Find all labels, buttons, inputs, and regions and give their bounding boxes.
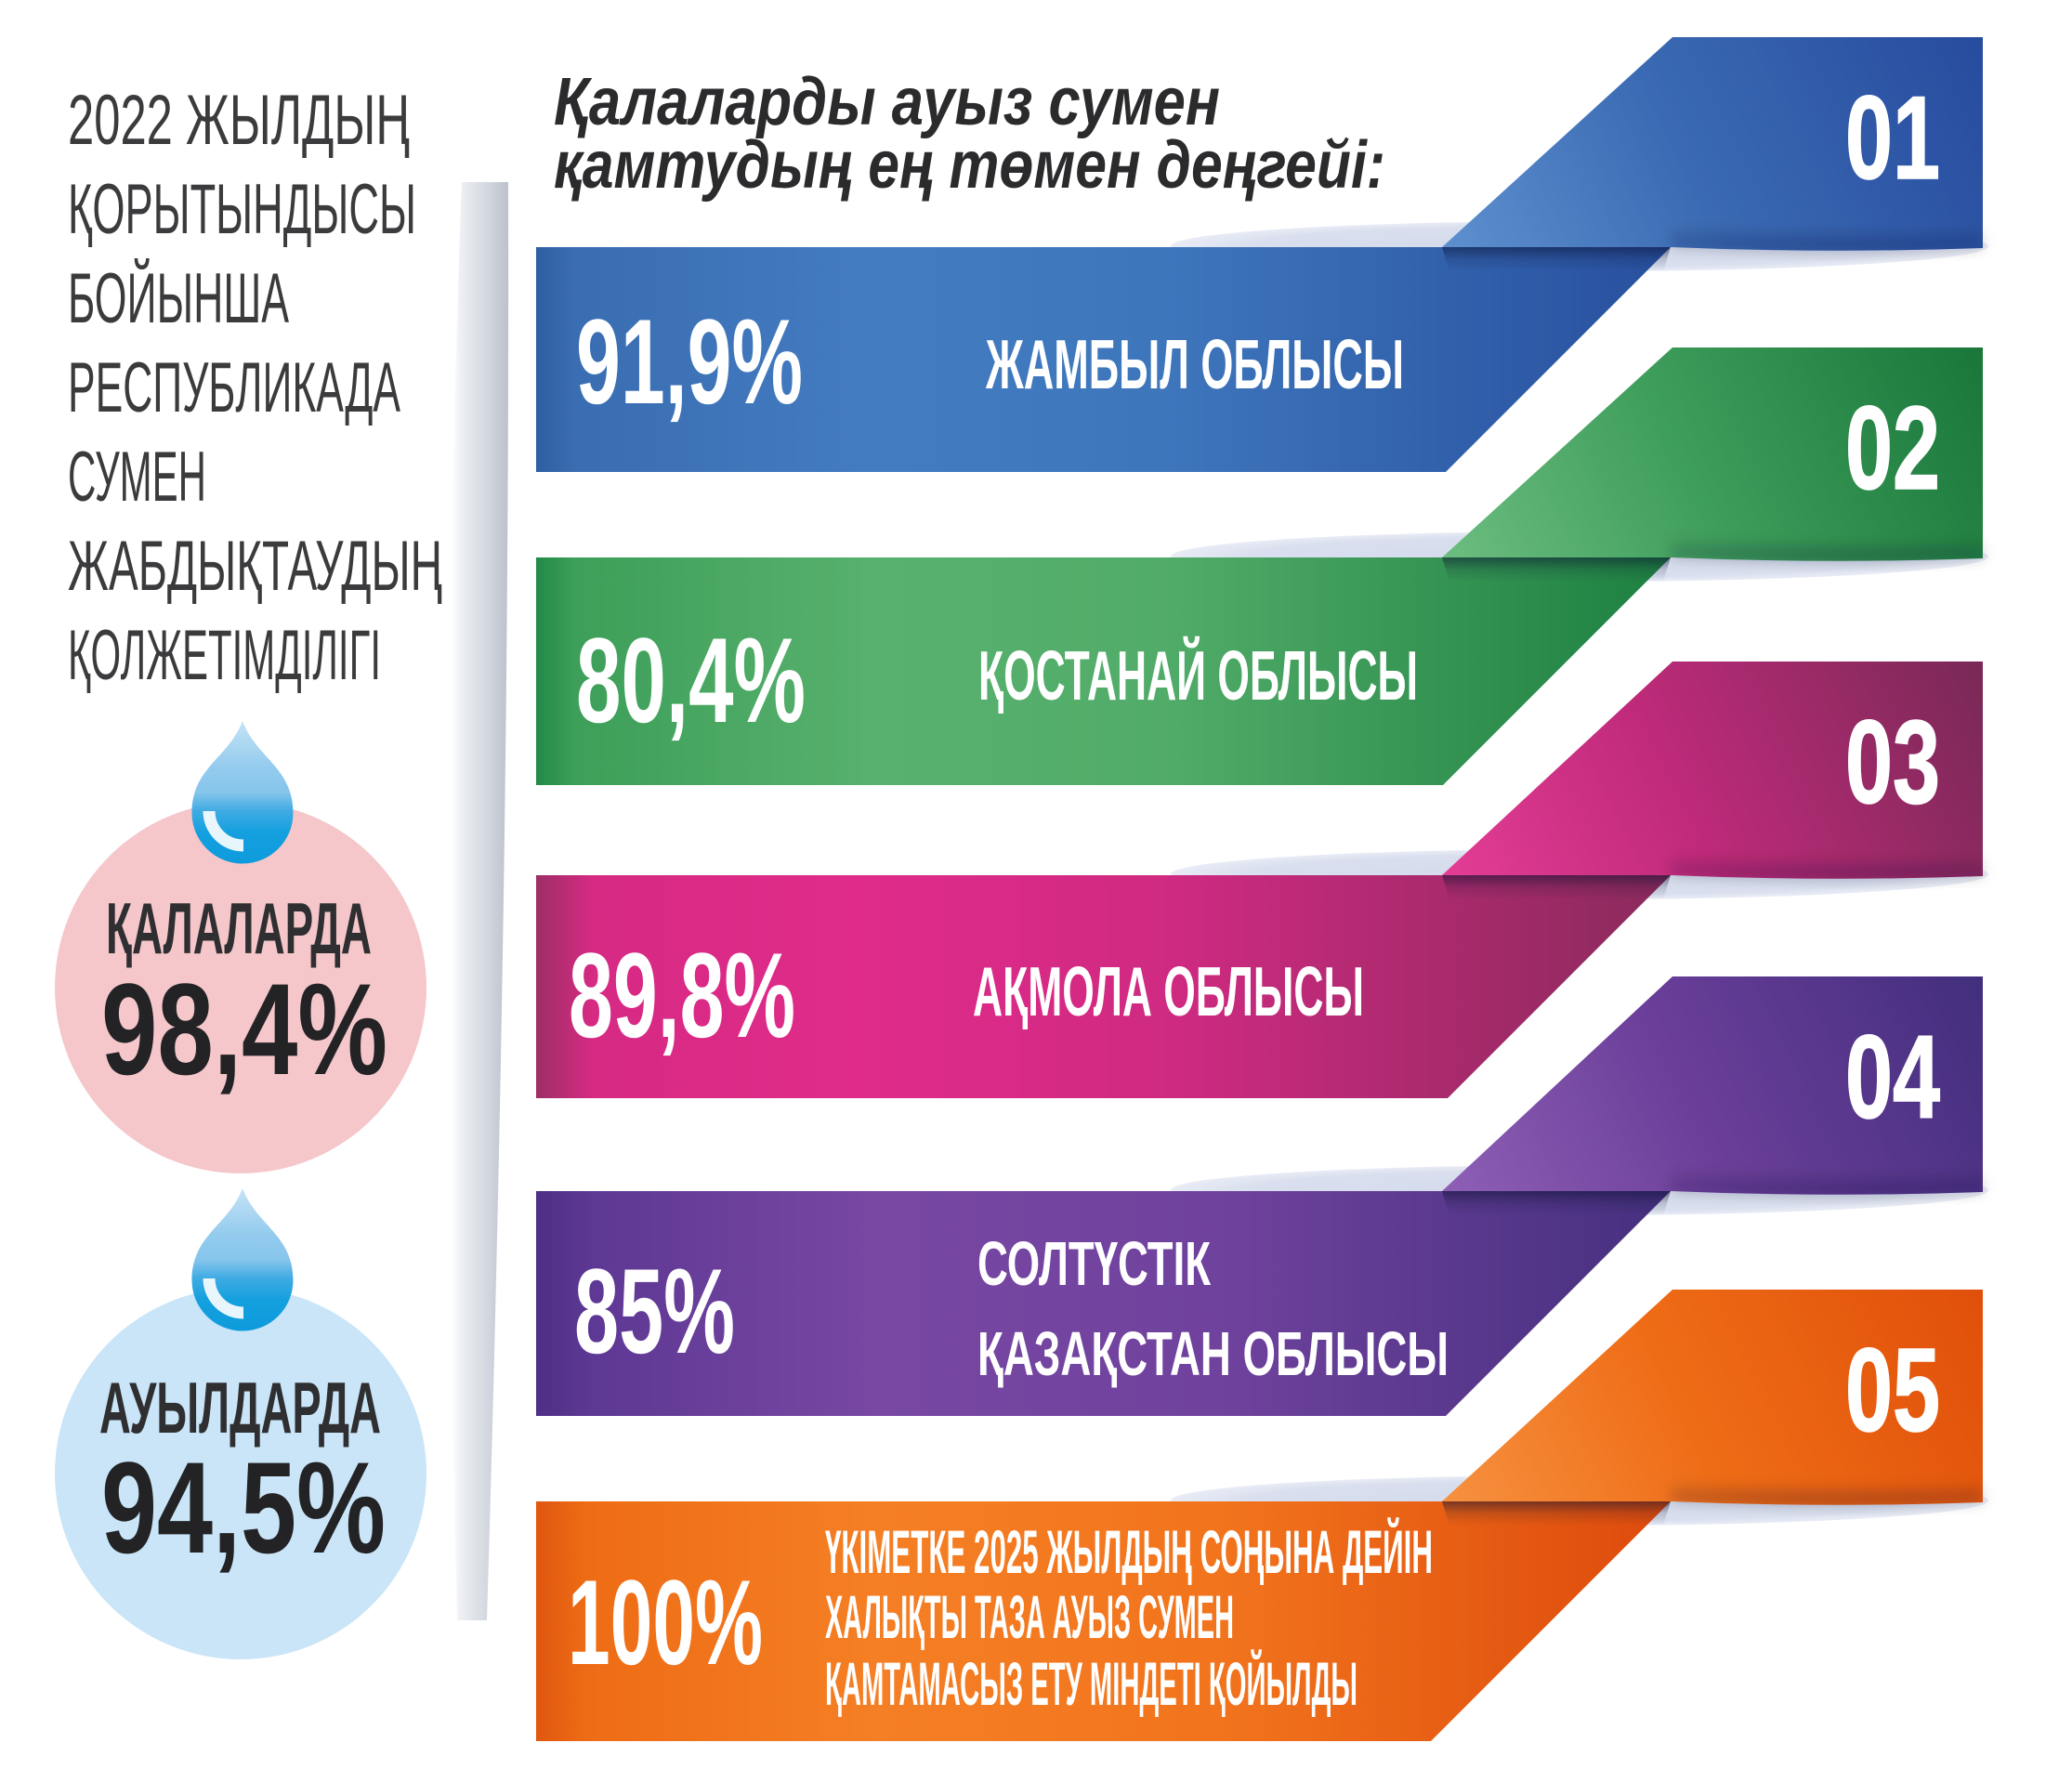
svg-text:100%: 100%	[568, 1554, 763, 1690]
svg-text:80,4%: 80,4%	[576, 612, 806, 748]
svg-text:ҚАЗАҚСТАН ОБЛЫСЫ: ҚАЗАҚСТАН ОБЛЫСЫ	[977, 1319, 1449, 1389]
svg-text:БОЙЫНША: БОЙЫНША	[68, 258, 289, 338]
svg-text:89,8%: 89,8%	[569, 927, 795, 1063]
svg-text:ҚОРЫТЫНДЫСЫ: ҚОРЫТЫНДЫСЫ	[68, 170, 416, 249]
svg-text:СУМЕН: СУМЕН	[68, 438, 206, 517]
svg-text:04: 04	[1845, 1011, 1940, 1143]
svg-text:03: 03	[1845, 696, 1940, 828]
svg-text:98,4%: 98,4%	[101, 956, 387, 1102]
svg-text:АУЫЛДАРДА: АУЫЛДАРДА	[99, 1367, 381, 1448]
svg-text:РЕСПУБЛИКАДА: РЕСПУБЛИКАДА	[68, 348, 400, 427]
svg-text:ҮКІМЕТКЕ 2025 ЖЫЛДЫҢ СОҢЫНА ДЕ: ҮКІМЕТКЕ 2025 ЖЫЛДЫҢ СОҢЫНА ДЕЙІН	[825, 1516, 1433, 1586]
svg-text:02: 02	[1845, 382, 1940, 514]
svg-text:01: 01	[1845, 72, 1940, 203]
svg-text:ҚАЛАЛАРДА: ҚАЛАЛАРДА	[106, 887, 372, 969]
svg-text:91,9%: 91,9%	[576, 294, 803, 429]
svg-text:94,5%: 94,5%	[101, 1435, 386, 1580]
svg-text:АҚМОЛА ОБЛЫСЫ: АҚМОЛА ОБЛЫСЫ	[973, 952, 1364, 1030]
svg-text:05: 05	[1845, 1324, 1940, 1456]
svg-text:ҚАМТАМАСЫЗ ЕТУ МІНДЕТІ ҚОЙЫЛДЫ: ҚАМТАМАСЫЗ ЕТУ МІНДЕТІ ҚОЙЫЛДЫ	[825, 1648, 1357, 1718]
svg-text:85%: 85%	[574, 1243, 735, 1379]
svg-text:2022 ЖЫЛДЫҢ: 2022 ЖЫЛДЫҢ	[68, 81, 410, 160]
svg-text:ҚОЛЖЕТІМДІЛІГІ: ҚОЛЖЕТІМДІЛІГІ	[68, 616, 381, 695]
svg-text:ЖАМБЫЛ ОБЛЫСЫ: ЖАМБЫЛ ОБЛЫСЫ	[985, 325, 1404, 403]
svg-text:ХАЛЫҚТЫ ТАЗА АУЫЗ СУМЕН: ХАЛЫҚТЫ ТАЗА АУЫЗ СУМЕН	[825, 1582, 1234, 1651]
svg-text:СОЛТҮСТІК: СОЛТҮСТІК	[977, 1229, 1211, 1299]
svg-text:қамтудың ең төмен деңгейі:: қамтудың ең төмен деңгейі:	[554, 128, 1385, 203]
svg-text:ЖАБДЫҚТАУДЫҢ: ЖАБДЫҚТАУДЫҢ	[68, 527, 442, 606]
svg-text:ҚОСТАНАЙ ОБЛЫСЫ: ҚОСТАНАЙ ОБЛЫСЫ	[978, 636, 1418, 714]
svg-text:Қалаларды ауыз сумен: Қалаларды ауыз сумен	[554, 65, 1220, 139]
